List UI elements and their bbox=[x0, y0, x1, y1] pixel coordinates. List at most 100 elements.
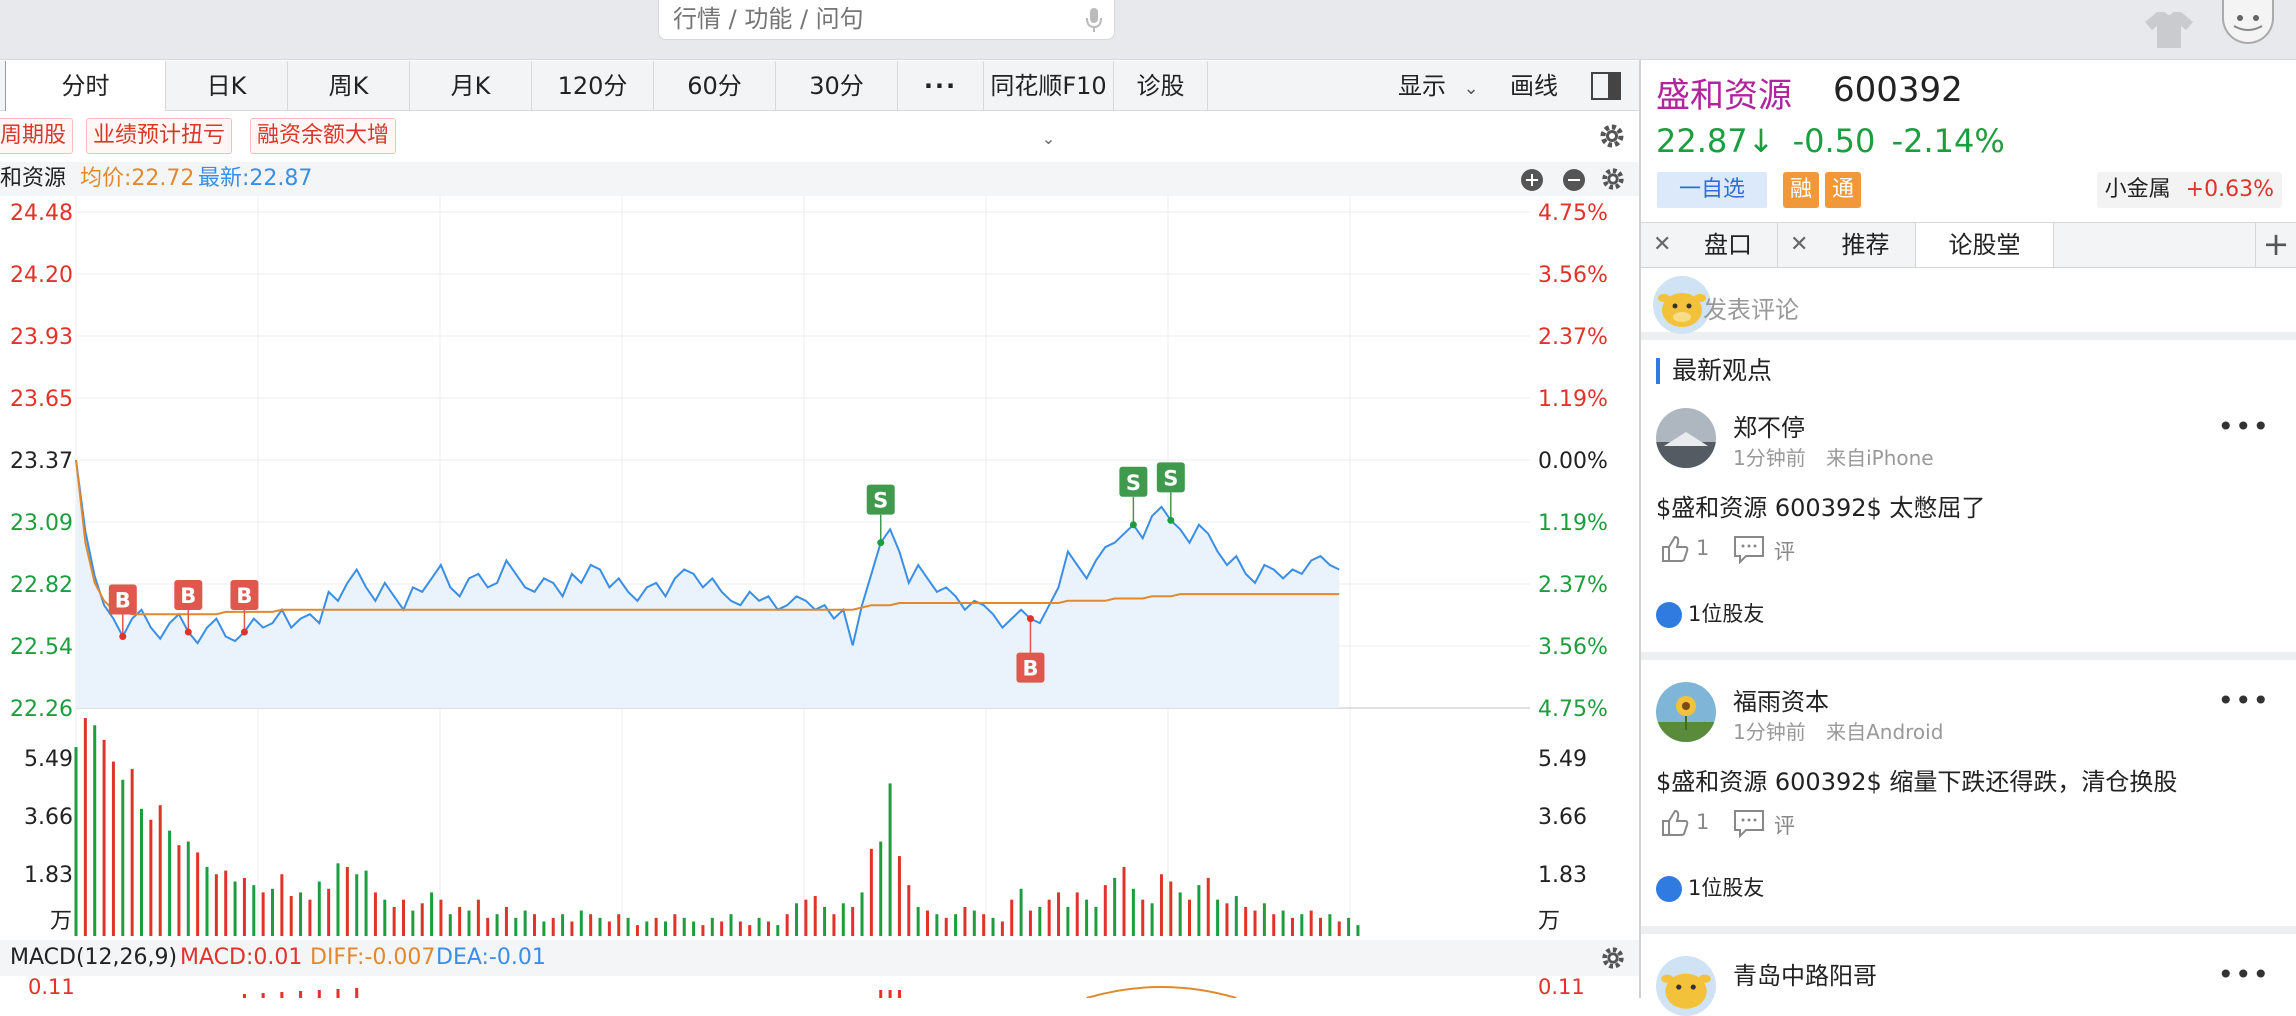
tab-recommend[interactable]: ✕ 推荐 bbox=[1778, 223, 1916, 267]
volume-bar bbox=[926, 910, 930, 936]
price-axis-label: 23.09 bbox=[10, 511, 73, 536]
volume-bar bbox=[514, 917, 518, 936]
volume-bar bbox=[345, 866, 349, 936]
user-avatar-icon[interactable] bbox=[1656, 682, 1716, 742]
volume-bar bbox=[944, 917, 948, 936]
signal-label: S bbox=[1163, 466, 1178, 490]
price-axis-label: 23.65 bbox=[10, 387, 73, 412]
volume-bar bbox=[570, 921, 574, 936]
display-dropdown[interactable]: 显示 ⌄ bbox=[1398, 61, 1479, 111]
comment-placeholder[interactable]: 发表评论 bbox=[1703, 296, 1799, 324]
volume-bar bbox=[523, 910, 527, 936]
volume-bar bbox=[430, 892, 434, 936]
comment-label[interactable]: 评 bbox=[1774, 540, 1795, 564]
skin-shirt-icon[interactable] bbox=[2143, 8, 2195, 52]
like-icon[interactable] bbox=[1660, 534, 1690, 564]
volume-bar bbox=[308, 899, 312, 936]
cow-avatar-icon[interactable] bbox=[1656, 956, 1716, 1016]
volume-bar bbox=[74, 747, 78, 936]
user-avatar-icon[interactable] bbox=[2222, 0, 2274, 44]
volume-bar bbox=[1047, 899, 1051, 936]
post-text[interactable]: $盛和资源 600392$ 太憋屈了 bbox=[1656, 494, 1986, 522]
tab-30min[interactable]: 30分 bbox=[776, 61, 898, 111]
price-axis-label: 24.48 bbox=[10, 201, 73, 226]
more-options-icon[interactable]: ••• bbox=[2217, 958, 2270, 991]
volume-bar bbox=[261, 892, 265, 936]
settings-gear-icon[interactable] bbox=[1598, 122, 1626, 150]
volume-bar bbox=[140, 808, 144, 936]
like-icon[interactable] bbox=[1660, 808, 1690, 838]
tag-item[interactable]: 业绩预计扭亏 bbox=[86, 118, 233, 154]
intraday-chart[interactable]: 24.48 24.20 23.93 23.65 23.37 23.09 22.82 22.54… bbox=[0, 196, 1640, 940]
volume-bar bbox=[327, 888, 331, 936]
add-favorite-button[interactable]: 一自选 bbox=[1657, 172, 1767, 208]
post-username[interactable]: 青岛中路阳哥 bbox=[1733, 962, 1877, 990]
tag-item[interactable]: 融资余额大增 bbox=[250, 118, 397, 154]
tab-daily-k[interactable]: 日K bbox=[166, 61, 288, 111]
tag-item[interactable]: 周期股 bbox=[0, 118, 74, 154]
tab-60min[interactable]: 60分 bbox=[654, 61, 776, 111]
volume-bar bbox=[130, 768, 134, 936]
volume-bar bbox=[1272, 914, 1276, 936]
margin-trading-badge[interactable]: 融 bbox=[1783, 172, 1819, 208]
volume-bar bbox=[579, 910, 583, 936]
macd-title[interactable]: MACD(12,26,9) bbox=[10, 945, 178, 970]
panel-divider[interactable] bbox=[1639, 60, 1641, 998]
search-input[interactable] bbox=[673, 4, 1073, 34]
draw-line-button[interactable]: 画线 bbox=[1510, 72, 1558, 100]
comment-icon[interactable] bbox=[1732, 808, 1766, 838]
post-username[interactable]: 郑不停 bbox=[1733, 414, 1805, 442]
tab-diagnose[interactable]: 诊股 bbox=[1114, 61, 1208, 111]
volume-bar bbox=[1085, 899, 1089, 936]
user-avatar-icon[interactable] bbox=[1656, 408, 1716, 468]
tab-intraday[interactable]: 分时 bbox=[6, 61, 166, 111]
stock-name[interactable]: 盛和资源 bbox=[1656, 76, 1792, 116]
chart-settings-gear-icon[interactable] bbox=[1600, 166, 1626, 192]
tab-weekly-k[interactable]: 周K bbox=[288, 61, 410, 111]
macd-chart: 0.11 0.11 bbox=[0, 976, 1640, 998]
latest-views-title: 最新观点 bbox=[1656, 358, 1772, 384]
more-tabs-button[interactable]: ··· bbox=[898, 61, 984, 111]
volume-bar bbox=[158, 805, 162, 936]
volume-bar bbox=[111, 761, 115, 936]
percent-axis-label: 1.19% bbox=[1538, 387, 1608, 412]
macd-histogram-bar bbox=[280, 992, 284, 998]
tab-120min[interactable]: 120分 bbox=[532, 61, 654, 111]
panel-toggle-icon[interactable] bbox=[1590, 71, 1622, 101]
volume-axis-label: 1.83 bbox=[1538, 863, 1587, 888]
legend-avg-price: 均价:22.72 bbox=[80, 166, 195, 191]
close-icon[interactable]: ✕ bbox=[1790, 232, 1809, 257]
volume-bar bbox=[776, 925, 780, 936]
volume-bar bbox=[682, 917, 686, 936]
collapse-left-icon[interactable] bbox=[0, 61, 6, 111]
search-box[interactable] bbox=[658, 0, 1115, 40]
comment-icon[interactable] bbox=[1732, 534, 1766, 564]
avg-price-line bbox=[75, 459, 1340, 616]
connect-badge[interactable]: 通 bbox=[1825, 172, 1861, 208]
post-username[interactable]: 福雨资本 bbox=[1733, 688, 1829, 716]
microphone-icon[interactable] bbox=[1084, 6, 1104, 34]
tab-order-book[interactable]: ✕ 盘口 bbox=[1641, 223, 1778, 267]
tab-discussion[interactable]: 论股堂 bbox=[1916, 223, 2054, 267]
zoom-out-icon[interactable] bbox=[1562, 168, 1586, 192]
signal-dot bbox=[1167, 516, 1175, 524]
sector-badge[interactable]: 小金属 +0.63% bbox=[2096, 172, 2282, 208]
volume-bar bbox=[214, 874, 218, 936]
volume-bar bbox=[168, 830, 172, 936]
liked-friends-label: 1位股友 bbox=[1688, 602, 1765, 626]
comment-label[interactable]: 评 bbox=[1774, 814, 1795, 838]
more-options-icon[interactable]: ••• bbox=[2217, 684, 2270, 717]
more-options-icon[interactable]: ••• bbox=[2217, 410, 2270, 443]
post-text[interactable]: $盛和资源 600392$ 缩量下跌还得跌，清仓换股 bbox=[1656, 768, 2178, 796]
tab-recommend-label: 推荐 bbox=[1841, 231, 1890, 259]
percent-axis-label: 4.75% bbox=[1538, 697, 1608, 722]
close-icon[interactable]: ✕ bbox=[1653, 232, 1672, 257]
macd-settings-gear-icon[interactable] bbox=[1600, 945, 1626, 971]
zoom-in-icon[interactable] bbox=[1520, 168, 1544, 192]
tab-f10[interactable]: 同花顺F10 ⌄ bbox=[984, 61, 1114, 148]
add-tab-icon[interactable]: + bbox=[2255, 223, 2296, 267]
price-axis-label: 23.37 bbox=[10, 449, 73, 474]
volume-bar bbox=[224, 870, 228, 936]
tab-monthly-k[interactable]: 月K bbox=[410, 61, 532, 111]
comment-input-row[interactable]: 发表评论 bbox=[1641, 270, 2296, 340]
